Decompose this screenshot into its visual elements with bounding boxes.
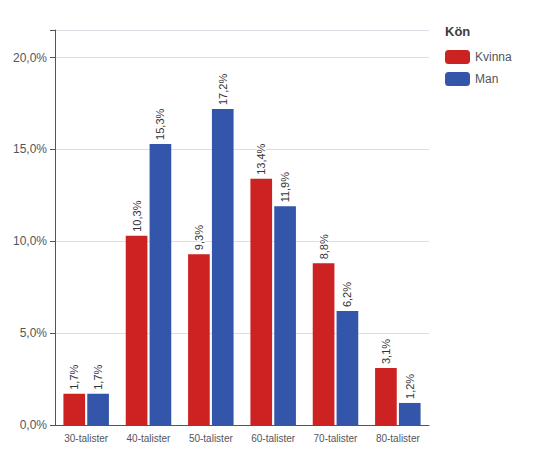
svg-text:1,7%: 1,7%	[92, 364, 104, 389]
svg-text:80-talister: 80-talister	[376, 433, 421, 444]
svg-text:30-talister: 30-talister	[64, 433, 109, 444]
svg-text:11,9%: 11,9%	[279, 172, 291, 203]
svg-text:1,7%: 1,7%	[68, 364, 80, 389]
svg-text:13,4%: 13,4%	[255, 143, 267, 174]
svg-text:60-talister: 60-talister	[251, 433, 296, 444]
svg-text:50-talister: 50-talister	[189, 433, 234, 444]
svg-text:6,2%: 6,2%	[341, 282, 353, 307]
svg-text:70-talister: 70-talister	[314, 433, 359, 444]
svg-text:3,1%: 3,1%	[380, 339, 392, 364]
svg-text:1,2%: 1,2%	[404, 374, 416, 399]
svg-text:17,2%: 17,2%	[217, 74, 229, 105]
svg-text:15,0%: 15,0%	[13, 142, 47, 156]
svg-text:Man: Man	[475, 72, 498, 86]
svg-text:Kön: Kön	[445, 24, 470, 39]
svg-text:20,0%: 20,0%	[13, 51, 47, 65]
svg-text:0,0%: 0,0%	[20, 418, 48, 432]
svg-text:9,3%: 9,3%	[193, 225, 205, 250]
svg-text:8,8%: 8,8%	[318, 234, 330, 259]
svg-text:10,0%: 10,0%	[13, 234, 47, 248]
svg-text:15,3%: 15,3%	[154, 108, 166, 139]
svg-text:Kvinna: Kvinna	[475, 50, 512, 64]
svg-text:10,3%: 10,3%	[131, 200, 143, 231]
svg-text:40-talister: 40-talister	[127, 433, 172, 444]
svg-text:5,0%: 5,0%	[20, 326, 48, 340]
